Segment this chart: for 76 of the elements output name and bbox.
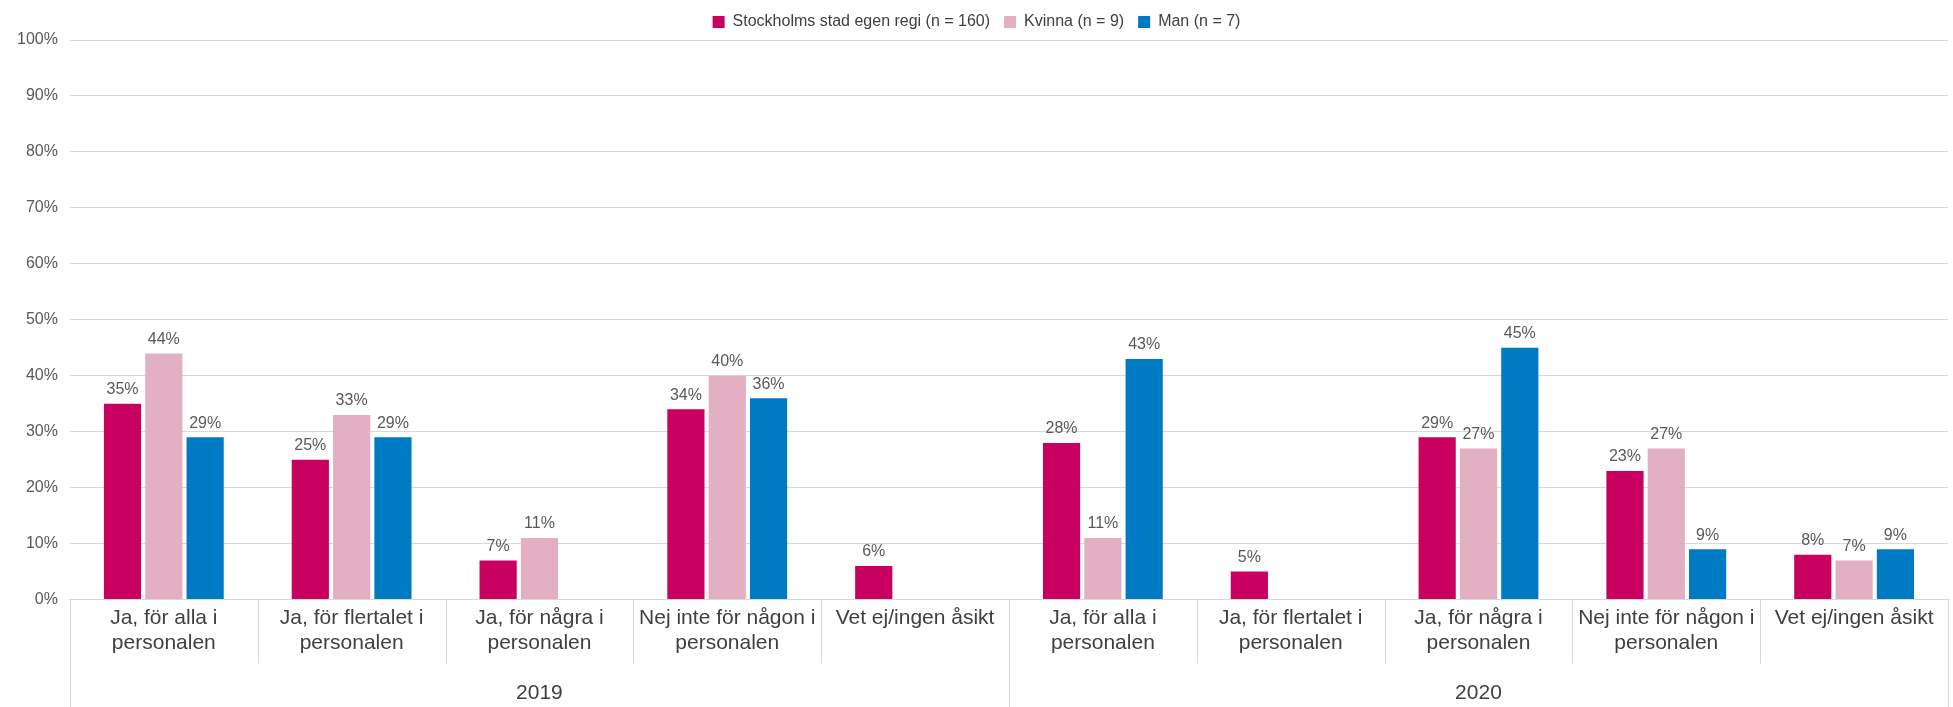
bar [333,414,371,600]
y-tick-label: 60% [25,254,58,272]
y-tick-label: 50% [25,310,58,328]
data-label: 27% [1650,424,1683,442]
bar [1876,549,1915,600]
x-tick-label: Nej inte för någon i personalen [639,605,816,654]
bar [1835,560,1873,600]
bar [1125,358,1163,600]
data-label: 45% [1503,324,1536,342]
data-label: 7% [486,536,510,554]
bar [145,353,183,600]
y-tick-label: 90% [25,86,58,104]
bar [708,375,746,600]
bar [1230,571,1268,600]
legend-label: Kvinna (n = 9) [1024,12,1125,30]
bar [855,566,893,600]
data-label: 36% [752,374,785,392]
data-label: 11% [1087,514,1119,532]
y-tick-label: 80% [25,142,58,160]
data-label: 8% [1801,531,1825,549]
data-label: 9% [1883,525,1907,543]
data-label: 29% [376,413,409,431]
x-tick-label: Ja, för flertalet i personalen [1218,605,1363,654]
y-tick-label: 100% [17,30,58,48]
bar [1501,347,1539,600]
x-tick-label: Ja, för flertalet i personalen [279,605,424,654]
y-tick-label: 30% [25,422,58,440]
bar [1689,549,1727,600]
data-label: 9% [1696,525,1720,543]
data-label: 25% [294,436,327,454]
data-label: 44% [147,329,180,347]
x-tick-label: Vet ej/ingen åsikt [1774,605,1934,628]
bar [1794,554,1832,600]
data-label: 7% [1842,536,1866,554]
bar [749,398,788,600]
data-label: 33% [335,391,368,409]
bar [291,459,329,600]
bar [1606,470,1644,600]
data-label: 28% [1045,419,1078,437]
bar [1459,448,1498,600]
x-tick-label: Vet ej/ingen åsikt [835,605,995,628]
data-label: 43% [1128,335,1161,353]
data-label: 6% [862,542,886,560]
text: 2019 [516,679,563,703]
data-label: 5% [1237,548,1261,566]
data-label: 23% [1608,447,1641,465]
x-tick-label: Ja, för alla i personalen [110,605,218,654]
data-label: 40% [711,352,744,370]
bar [520,538,559,600]
bar [186,437,224,600]
y-tick-label: 10% [25,534,58,552]
bar [374,437,412,600]
y-tick-label: 40% [25,366,58,384]
bar [103,403,142,600]
x-tick-label: Nej inte för någon i personalen [1578,605,1755,654]
bar [1084,538,1122,600]
bar [1042,442,1081,600]
x-tick-label: Ja, för alla i personalen [1049,605,1157,654]
data-label: 35% [106,380,139,398]
data-label: 34% [669,385,702,403]
x-tick-label: Ja, för några i personalen [1414,605,1543,654]
data-label: 27% [1462,424,1495,442]
legend-label: Stockholms stad egen regi (n = 160) [732,12,991,30]
bar [1418,437,1456,600]
bar [1647,448,1685,600]
y-tick-label: 20% [25,478,58,496]
bar [479,560,517,600]
x-tick-label: Ja, för några i personalen [475,605,604,654]
y-tick-label: 70% [25,198,58,216]
legend-label: Man (n = 7) [1158,12,1241,30]
y-tick-label: 0% [34,590,58,608]
bar [667,409,705,600]
data-label: 11% [524,514,555,532]
data-label: 29% [189,413,222,431]
text: 2020 [1455,679,1502,703]
data-label: 29% [1421,413,1454,431]
